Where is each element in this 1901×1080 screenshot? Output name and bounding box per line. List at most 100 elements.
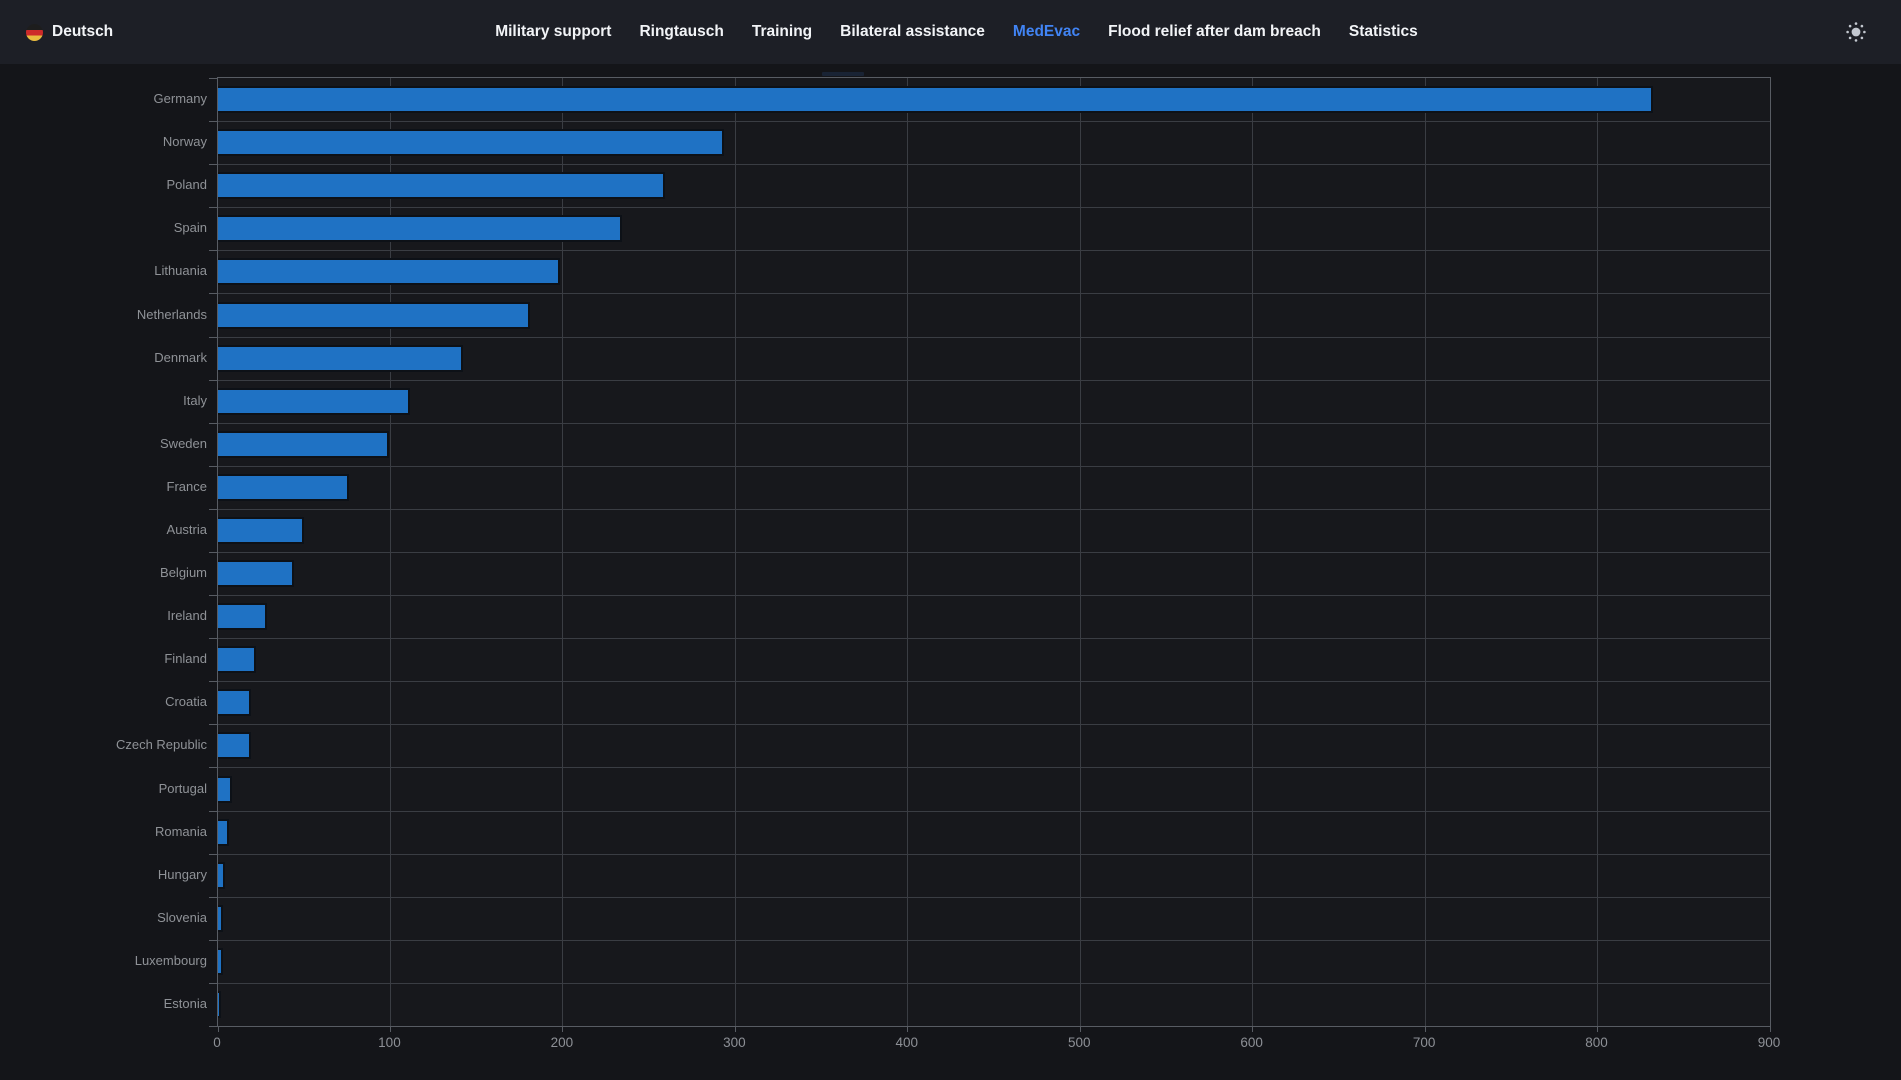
bar-chart-plot-area — [209, 77, 1771, 1032]
category-label: Portugal — [158, 780, 207, 796]
horizontal-gridline — [218, 680, 1770, 682]
bar-finland[interactable] — [218, 646, 257, 674]
y-axis-tick — [209, 982, 218, 984]
horizontal-gridline — [218, 508, 1770, 510]
legend-strip — [822, 72, 864, 76]
x-tick-label: 100 — [378, 1035, 401, 1050]
y-axis-tick — [209, 120, 218, 122]
y-axis-tick — [209, 939, 218, 941]
x-axis-tick — [1597, 1026, 1599, 1032]
category-label: Belgium — [160, 565, 207, 581]
horizontal-gridline — [218, 336, 1770, 338]
category-label: Croatia — [165, 694, 207, 710]
bar-poland[interactable] — [218, 172, 665, 200]
nav-item-military-support[interactable]: Military support — [495, 23, 612, 40]
category-label: Romania — [154, 823, 207, 839]
x-axis-tick — [389, 1026, 391, 1032]
x-axis-tick — [1769, 1026, 1771, 1032]
bar-portugal[interactable] — [218, 775, 233, 803]
y-axis-tick — [209, 723, 218, 725]
y-axis-tick — [209, 206, 218, 208]
y-axis-tick — [209, 379, 218, 381]
language-label: Deutsch — [52, 23, 114, 40]
bar-netherlands[interactable] — [218, 301, 531, 329]
bar-france[interactable] — [218, 473, 350, 501]
bar-denmark[interactable] — [218, 344, 464, 372]
bar-sweden[interactable] — [218, 430, 389, 458]
main-menu: Military support Ringtausch Training Bilate… — [495, 23, 1418, 41]
bar-spain[interactable] — [218, 215, 622, 243]
nav-item-ringtausch[interactable]: Ringtausch — [639, 23, 724, 40]
y-axis-tick — [209, 810, 218, 812]
bar-ireland[interactable] — [218, 603, 267, 631]
bar-estonia[interactable] — [218, 990, 221, 1018]
bar-austria[interactable] — [218, 516, 305, 544]
horizontal-gridline — [218, 982, 1770, 984]
y-axis-labels: Germany Norway Poland Spain Lithuania Netherl… — [0, 77, 207, 1025]
x-axis-tick — [217, 1026, 219, 1032]
category-label: Austria — [166, 521, 207, 537]
nav-item-statistics[interactable]: Statistics — [1348, 23, 1418, 40]
nav-item-training[interactable]: Training — [751, 23, 813, 40]
nav-item-medevac[interactable]: MedEvac — [1012, 23, 1081, 40]
language-switcher[interactable]: Deutsch — [26, 0, 113, 64]
bar-croatia[interactable] — [218, 689, 252, 717]
horizontal-gridline — [218, 206, 1770, 208]
y-axis-tick — [209, 163, 218, 165]
category-label: Lithuania — [154, 263, 207, 279]
sun-icon — [1846, 22, 1866, 42]
category-label: Poland — [166, 177, 207, 193]
bar-luxembourg[interactable] — [218, 947, 223, 975]
x-tick-label: 900 — [1757, 1035, 1781, 1050]
horizontal-gridline — [218, 810, 1770, 812]
horizontal-gridline — [218, 292, 1770, 294]
bar-lithuania[interactable] — [218, 258, 560, 286]
horizontal-gridline — [218, 422, 1770, 424]
x-tick-label: 700 — [1412, 1035, 1436, 1050]
horizontal-gridline — [218, 465, 1770, 467]
x-axis-tick — [907, 1026, 909, 1032]
y-axis-tick — [209, 465, 218, 467]
category-label: Sweden — [160, 435, 207, 451]
y-axis-tick — [209, 292, 218, 294]
x-tick-label: 800 — [1585, 1035, 1608, 1050]
y-axis-tick — [209, 637, 218, 639]
y-axis-tick — [209, 766, 218, 768]
bar-belgium[interactable] — [218, 560, 295, 588]
bar-germany[interactable] — [218, 86, 1653, 114]
bar-czech-republic[interactable] — [218, 732, 252, 760]
x-axis-tick — [1252, 1026, 1254, 1032]
category-label: Denmark — [154, 349, 207, 365]
bar-norway[interactable] — [218, 129, 724, 157]
category-label: Czech Republic — [115, 737, 207, 753]
x-tick-label: 0 — [213, 1035, 221, 1050]
x-axis-tick — [734, 1026, 736, 1032]
bar-romania[interactable] — [218, 818, 229, 846]
horizontal-gridline — [218, 723, 1770, 725]
horizontal-gridline — [218, 594, 1770, 596]
x-tick-label: 200 — [550, 1035, 574, 1050]
horizontal-gridline — [218, 896, 1770, 898]
bar-hungary[interactable] — [218, 861, 226, 889]
nav-item-flood-relief-after-dam-breach[interactable]: Flood relief after dam breach — [1108, 23, 1321, 40]
category-label: Norway — [162, 134, 207, 150]
horizontal-gridline — [218, 551, 1770, 553]
category-label: Netherlands — [136, 306, 207, 322]
horizontal-gridline — [218, 379, 1770, 381]
horizontal-gridline — [218, 766, 1770, 768]
y-axis-tick — [209, 551, 218, 553]
horizontal-gridline — [218, 163, 1770, 165]
x-axis-labels: 0 100 200 300 400 500 600 700 800 900 — [213, 1035, 1780, 1055]
y-axis-tick — [209, 896, 218, 898]
theme-toggle-button[interactable] — [1845, 21, 1867, 43]
german-flag-icon — [26, 23, 43, 41]
horizontal-gridline — [218, 939, 1770, 941]
bar-italy[interactable] — [218, 387, 410, 415]
nav-item-bilateral-assistance[interactable]: Bilateral assistance — [840, 23, 985, 40]
category-label: Estonia — [163, 995, 207, 1011]
horizontal-gridline — [218, 249, 1770, 251]
category-label: Spain — [173, 220, 207, 236]
bar-slovenia[interactable] — [218, 904, 224, 932]
y-axis-tick — [209, 680, 218, 682]
x-axis-tick — [1079, 1026, 1081, 1032]
